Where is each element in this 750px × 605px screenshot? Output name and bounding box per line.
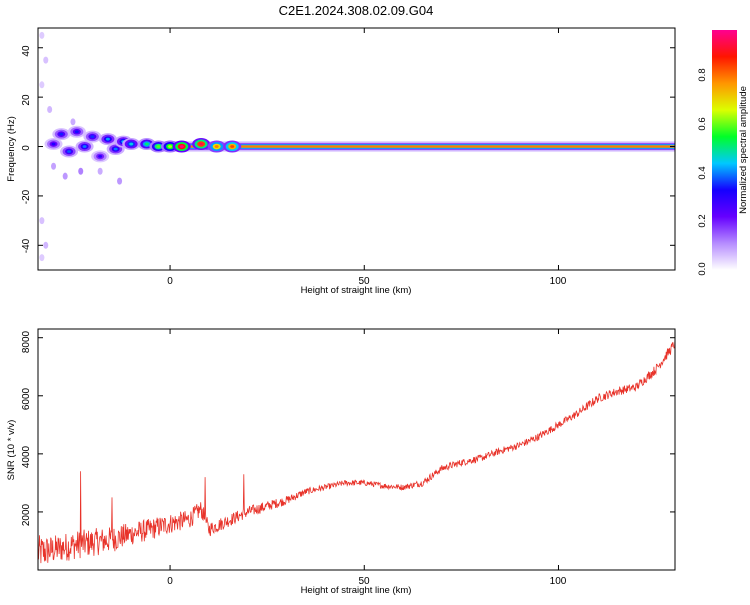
spectral-scatter-point [97,167,103,175]
heatmap-y-tick-20: 20 [21,94,32,106]
heatmap-y-tick-0: 0 [21,145,32,151]
heatmap-x-tick-100: 100 [550,276,567,287]
snr-x-tick-0: 0 [167,576,173,587]
spectral-cluster [98,155,103,158]
heatmap-x-tick-50: 50 [358,276,370,287]
snr-y-tick-4000: 4000 [21,445,32,468]
spectral-scatter-point [43,241,49,249]
snr-x-axis-label: Height of straight line (km) [301,585,412,596]
spectral-cluster [156,145,161,148]
spectral-scatter-point [47,105,53,113]
colorbar: 0.0 0.2 0.4 0.6 0.8 Normalized spectral … [697,30,749,276]
spectral-cluster [230,145,235,148]
snr-series-line [38,338,675,564]
frequency-heatmap: 0 50 100 Height of straight line (km) 40… [6,27,676,296]
heatmap-y-axis-label: Frequency (Hz) [6,116,17,181]
heatmap-frame [37,27,676,271]
heatmap-x-tick-0: 0 [167,276,173,287]
snr-x-tick-100: 100 [550,576,567,587]
spectral-cluster [67,150,72,153]
colorbar-tick-0-4: 0.4 [697,166,708,179]
spectral-cluster [105,137,110,141]
spectral-scatter-point [39,81,45,89]
colorbar-label: Normalized spectral amplitude [738,86,749,214]
spectral-cluster [51,142,56,146]
colorbar-gradient [712,30,737,270]
spectral-scatter-point [117,177,123,185]
spectral-scatter-point [43,56,49,64]
spectral-scatter-point [39,254,45,262]
spectral-cluster [168,145,173,148]
snr-frame [37,328,676,571]
spectral-scatter-point [78,167,84,175]
spectral-cluster [129,142,134,146]
heatmap-y-tick-minus20: -20 [21,189,32,204]
spectral-cluster [113,147,118,151]
spectral-cluster [144,142,149,146]
snr-line-chart: 0 50 100 Height of straight line (km) 80… [6,328,676,596]
heatmap-x-axis-label: Height of straight line (km) [301,285,412,296]
snr-y-tick-2000: 2000 [21,503,32,526]
snr-y-tick-6000: 6000 [21,387,32,410]
colorbar-tick-0-6: 0.6 [697,117,708,130]
colorbar-tick-0-0: 0.0 [697,262,708,275]
heatmap-y-tick-minus40: -40 [21,238,32,253]
snr-x-tick-50: 50 [358,576,370,587]
spectral-scatter-point [62,172,68,180]
spectral-scatter-point [39,31,45,39]
spectral-cluster [199,142,204,146]
spectral-scatter-point [39,217,45,225]
spectral-cluster [90,135,95,139]
spectral-cluster [59,132,64,136]
spectral-scatter-point [51,162,57,170]
spectral-scatter-point [70,118,76,126]
heatmap-y-tick-40: 40 [21,45,32,57]
spectral-cluster [82,145,87,148]
colorbar-tick-0-2: 0.2 [697,214,708,227]
spectral-cluster [179,145,184,148]
spectral-cluster [74,130,79,134]
spectral-cluster [214,145,219,148]
chart-title: C2E1.2024.308.02.09.G04 [279,3,434,18]
snr-y-axis-label: SNR (10 * v/v) [6,420,17,481]
spectral-band-layer [162,145,675,148]
colorbar-tick-0-8: 0.8 [697,68,708,81]
snr-y-tick-8000: 8000 [21,330,32,353]
